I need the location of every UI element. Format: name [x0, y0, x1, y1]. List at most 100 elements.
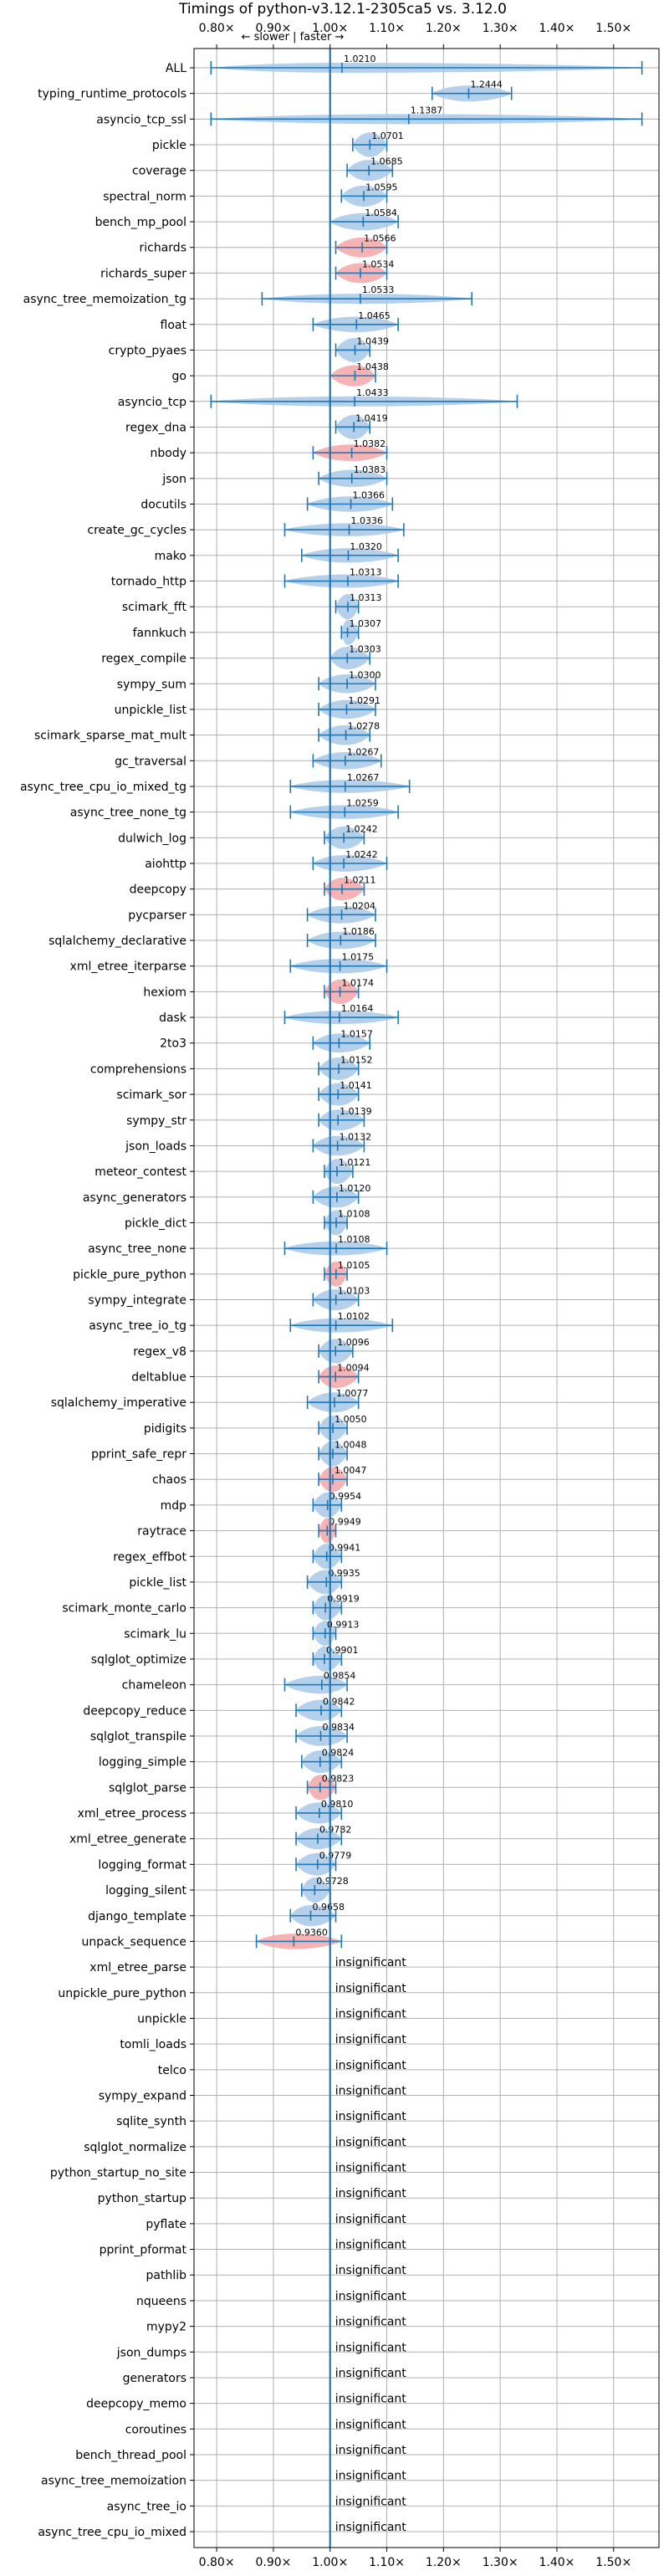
- insignificant-label: insignificant: [335, 2033, 407, 2046]
- benchmark-row: scimark_lu 0.9913: [124, 1619, 359, 1646]
- value-label: 0.9824: [322, 1748, 355, 1759]
- benchmark-label: mypy2: [146, 2321, 186, 2334]
- value-label: 0.9954: [329, 1491, 362, 1502]
- benchmark-row: fannkuch 1.0307: [133, 618, 381, 645]
- value-label: 1.0685: [370, 156, 403, 167]
- benchmark-row: python_startup insignificant: [98, 2187, 407, 2205]
- benchmark-row: regex_compile 1.0303: [101, 644, 381, 669]
- value-label: 1.0242: [345, 823, 378, 834]
- benchmark-label: raytrace: [137, 1525, 186, 1539]
- benchmark-label: unpack_sequence: [82, 1935, 186, 1949]
- value-label: 1.0141: [340, 1080, 372, 1091]
- benchmark-label: sqlglot_parse: [109, 1781, 186, 1795]
- x-tick-label-top: 1.30×: [483, 22, 518, 35]
- benchmark-label: chameleon: [122, 1679, 186, 1693]
- value-label: 1.0174: [342, 977, 375, 988]
- benchmark-row: regex_effbot 0.9941: [113, 1542, 361, 1570]
- value-label: 1.0096: [337, 1337, 370, 1348]
- value-label: 1.0211: [344, 875, 376, 886]
- benchmark-row: comprehensions 1.0152: [90, 1054, 373, 1080]
- benchmark-label: sqlglot_normalize: [84, 2141, 186, 2154]
- benchmark-row: deltablue 1.0094: [131, 1363, 370, 1388]
- benchmark-label: deepcopy: [130, 883, 186, 897]
- benchmark-label: mako: [155, 550, 186, 563]
- value-label: 1.0242: [345, 849, 378, 860]
- value-label: 1.0103: [338, 1286, 370, 1297]
- benchmark-row: pickle_list 0.9935: [129, 1568, 360, 1595]
- value-label: 0.9834: [322, 1722, 355, 1733]
- benchmark-label: pidigits: [144, 1422, 186, 1436]
- benchmark-row: dask 1.0164: [159, 1003, 399, 1025]
- value-label: 1.0204: [344, 900, 376, 911]
- insignificant-label: insignificant: [335, 2059, 407, 2072]
- value-label: 1.0164: [341, 1003, 374, 1014]
- value-label: 1.0433: [356, 387, 389, 398]
- benchmark-row: async_tree_cpu_io_mixed_tg 1.0267: [20, 772, 411, 794]
- value-label: 0.9941: [329, 1542, 361, 1553]
- benchmark-label: crypto_pyaes: [109, 344, 186, 357]
- benchmark-row: logging_format 0.9779: [98, 1850, 351, 1876]
- benchmark-row: mdp 0.9954: [161, 1491, 362, 1518]
- benchmark-label: unpickle_list: [115, 704, 187, 717]
- value-label: 0.9919: [327, 1594, 360, 1605]
- x-tick-label-bottom: 1.20×: [426, 2556, 462, 2569]
- benchmark-row: python_startup_no_site insignificant: [50, 2162, 406, 2180]
- benchmark-row: sqlalchemy_imperative 1.0077: [51, 1388, 368, 1413]
- benchmark-label: pprint_safe_repr: [91, 1448, 186, 1462]
- benchmark-label: pyflate: [146, 2218, 186, 2231]
- value-label: 1.0278: [348, 721, 380, 732]
- benchmark-row: deepcopy_reduce 0.9842: [83, 1696, 355, 1721]
- benchmark-label: sqlalchemy_declarative: [49, 935, 186, 948]
- benchmark-row: json 1.0383: [161, 464, 388, 488]
- benchmark-row: asyncio_tcp_ssl 1.1387: [96, 105, 643, 126]
- benchmark-row: django_template 0.9658: [88, 1902, 345, 1927]
- value-label: 0.9360: [295, 1927, 328, 1938]
- benchmark-label: async_tree_none: [88, 1242, 186, 1256]
- benchmark-row: pyflate insignificant: [146, 2213, 406, 2231]
- value-label: 1.0175: [342, 952, 375, 963]
- benchmark-row: crypto_pyaes 1.0439: [109, 335, 389, 362]
- value-label: 1.0048: [334, 1440, 367, 1451]
- benchmark-label: json_dumps: [116, 2346, 186, 2359]
- insignificant-label: insignificant: [335, 2393, 407, 2406]
- benchmark-label: bench_mp_pool: [95, 216, 186, 229]
- x-tick-label-top: 1.40×: [539, 22, 575, 35]
- plot-frame: [193, 48, 660, 2548]
- value-label: 1.0533: [362, 284, 395, 295]
- benchmark-row: hexiom 1.0174: [143, 977, 374, 1004]
- benchmark-row: async_tree_memoization_tg 1.0533: [23, 284, 473, 306]
- value-label: 1.0210: [344, 54, 376, 64]
- benchmark-label: gc_traversal: [115, 755, 186, 768]
- benchmark-row: unpickle_pure_python insignificant: [58, 1982, 406, 2000]
- value-label: 0.9658: [313, 1902, 345, 1913]
- value-label: 1.0534: [362, 259, 395, 269]
- insignificant-label: insignificant: [335, 2290, 407, 2303]
- benchmark-label: nbody: [151, 447, 187, 460]
- value-label: 1.0267: [347, 772, 380, 783]
- x-tick-label-bottom: 1.30×: [483, 2556, 518, 2569]
- benchmark-label: scimark_fft: [122, 601, 187, 614]
- x-tick-label-top: 0.90×: [255, 22, 291, 35]
- benchmark-row: scimark_monte_carlo 0.9919: [62, 1594, 360, 1621]
- benchmark-row: unpickle_list 1.0291: [115, 695, 380, 720]
- value-label: 0.9782: [319, 1825, 352, 1836]
- value-label: 1.0108: [338, 1234, 370, 1245]
- insignificant-label: insignificant: [335, 2418, 407, 2431]
- benchmark-label: bench_thread_pool: [75, 2449, 186, 2462]
- benchmark-row: async_tree_io_tg 1.0102: [89, 1311, 394, 1333]
- benchmark-label: scimark_monte_carlo: [62, 1602, 186, 1616]
- benchmark-row: sqlglot_optimize 0.9901: [91, 1645, 359, 1672]
- benchmark-row: richards_super 1.0534: [100, 259, 395, 284]
- benchmark-row: 2to3 1.0157: [160, 1029, 373, 1052]
- value-label: 1.0121: [339, 1157, 371, 1168]
- benchmark-row: ALL 1.0210: [166, 54, 643, 75]
- insignificant-label: insignificant: [335, 2213, 407, 2226]
- benchmark-row: async_tree_cpu_io_mixed insignificant: [38, 2521, 406, 2539]
- value-label: 1.2444: [470, 79, 503, 90]
- value-label: 1.0152: [340, 1054, 373, 1065]
- insignificant-label: insignificant: [335, 2316, 407, 2329]
- benchmark-label: unpickle: [137, 2012, 186, 2025]
- value-label: 1.0313: [350, 592, 382, 603]
- benchmark-label: xml_etree_parse: [89, 1961, 186, 1974]
- benchmark-row: nbody 1.0382: [151, 438, 388, 461]
